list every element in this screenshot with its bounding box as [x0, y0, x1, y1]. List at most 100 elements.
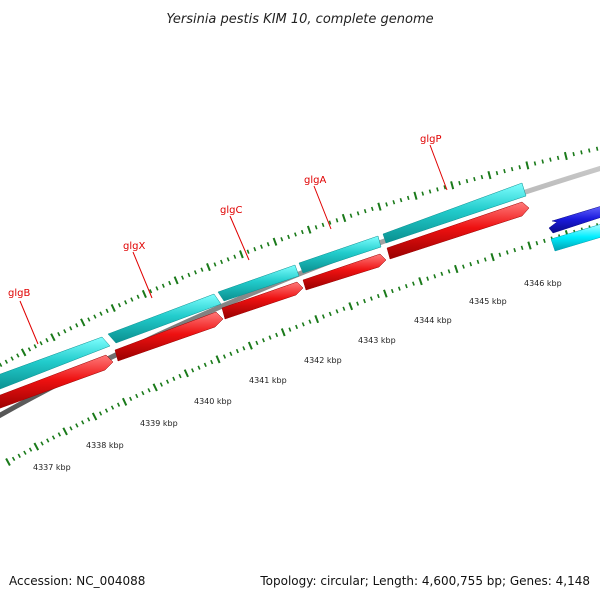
minor-tick: [193, 270, 197, 275]
label-leader-glgB: [19, 300, 39, 345]
minor-tick: [124, 300, 128, 305]
minor-tick: [295, 324, 299, 330]
minor-tick: [533, 161, 537, 166]
minor-tick: [503, 169, 506, 174]
minor-tick: [397, 286, 401, 291]
scale-label: 4341 kbp: [249, 376, 287, 385]
minor-tick: [98, 411, 103, 416]
minor-tick: [288, 327, 292, 332]
minor-tick: [10, 356, 14, 361]
major-tick: [80, 318, 86, 327]
minor-tick: [342, 306, 346, 311]
minor-tick: [390, 288, 394, 294]
minor-tick: [11, 456, 16, 461]
major-tick: [247, 341, 253, 350]
major-tick: [413, 191, 418, 200]
minor-tick: [46, 438, 50, 443]
major-tick: [490, 252, 495, 262]
gene-label-glgC: glgC: [220, 205, 242, 216]
major-tick: [348, 302, 354, 311]
minor-tick: [81, 420, 85, 425]
minor-tick: [213, 262, 217, 267]
minor-tick: [16, 353, 20, 358]
gene-glgX-cds: [107, 293, 222, 344]
minor-tick: [253, 247, 257, 252]
gene-track-lower: [0, 201, 530, 409]
major-tick: [239, 250, 244, 259]
outer-tick-ring: [0, 146, 599, 367]
minor-tick: [45, 338, 49, 343]
minor-tick: [129, 396, 133, 402]
minor-tick: [404, 283, 408, 289]
minor-tick: [505, 250, 509, 255]
minor-tick: [197, 365, 201, 370]
minor-tick: [117, 302, 122, 308]
minor-tick: [543, 238, 546, 244]
minor-tick: [187, 272, 191, 278]
label-leader-glgX: [132, 251, 153, 299]
scale-labels: 4337 kbp 4338 kbp 4339 kbp 4340 kbp 4341…: [33, 279, 562, 472]
major-tick: [20, 348, 27, 357]
minor-tick: [541, 159, 544, 164]
minor-tick: [246, 249, 250, 254]
minor-tick: [300, 229, 304, 235]
minor-tick: [87, 417, 91, 422]
minor-tick: [135, 393, 139, 399]
minor-tick: [520, 245, 524, 250]
genome-summary-text: Topology: circular; Length: 4,600,755 bp…: [260, 574, 590, 588]
minor-tick: [104, 408, 109, 413]
minor-tick: [235, 348, 239, 354]
minor-tick: [155, 286, 159, 291]
major-tick: [152, 383, 158, 392]
label-leader-glgA: [313, 185, 332, 230]
gene-label-glgP: glgP: [420, 134, 442, 145]
minor-tick: [308, 319, 312, 324]
minor-tick: [426, 276, 430, 281]
major-tick: [314, 315, 320, 324]
minor-tick: [87, 317, 91, 322]
minor-tick: [0, 362, 3, 367]
minor-tick: [370, 206, 374, 212]
minor-tick: [385, 202, 388, 207]
minor-tick: [447, 269, 451, 274]
minor-tick: [287, 234, 291, 240]
minor-tick: [476, 259, 480, 265]
gene-label-glgB: glgB: [8, 288, 30, 299]
minor-tick: [335, 218, 339, 223]
minor-tick: [335, 309, 339, 314]
minor-tick: [301, 322, 305, 327]
scale-label: 4346 kbp: [524, 279, 562, 288]
minor-tick: [149, 289, 153, 294]
scale-label: 4339 kbp: [140, 419, 178, 428]
minor-tick: [280, 237, 284, 242]
minor-tick: [328, 311, 332, 317]
major-tick: [121, 397, 128, 406]
minor-tick: [556, 155, 560, 160]
minor-tick: [443, 185, 447, 190]
minor-tick: [130, 297, 134, 302]
scale-label: 4344 kbp: [414, 316, 452, 325]
major-tick: [141, 289, 147, 299]
major-tick: [527, 241, 532, 250]
scale-label: 4343 kbp: [358, 336, 396, 345]
minor-tick: [75, 423, 79, 428]
gene-glgP-cds: [382, 182, 527, 244]
minor-tick: [406, 195, 410, 201]
minor-tick: [51, 435, 56, 440]
minor-tick: [483, 257, 487, 262]
major-tick: [383, 289, 388, 298]
minor-tick: [535, 241, 539, 246]
major-tick: [33, 442, 40, 451]
major-tick: [272, 237, 278, 246]
minor-tick: [136, 294, 140, 299]
minor-tick: [440, 271, 444, 276]
minor-tick: [69, 326, 73, 331]
label-leader-glgP: [429, 144, 448, 191]
gene-glgA-cds: [298, 235, 382, 274]
minor-tick: [69, 426, 73, 431]
minor-tick: [321, 222, 325, 228]
gene-label-glgX: glgX: [123, 241, 145, 252]
minor-tick: [105, 308, 109, 314]
major-tick: [418, 277, 423, 286]
minor-tick: [480, 174, 484, 180]
